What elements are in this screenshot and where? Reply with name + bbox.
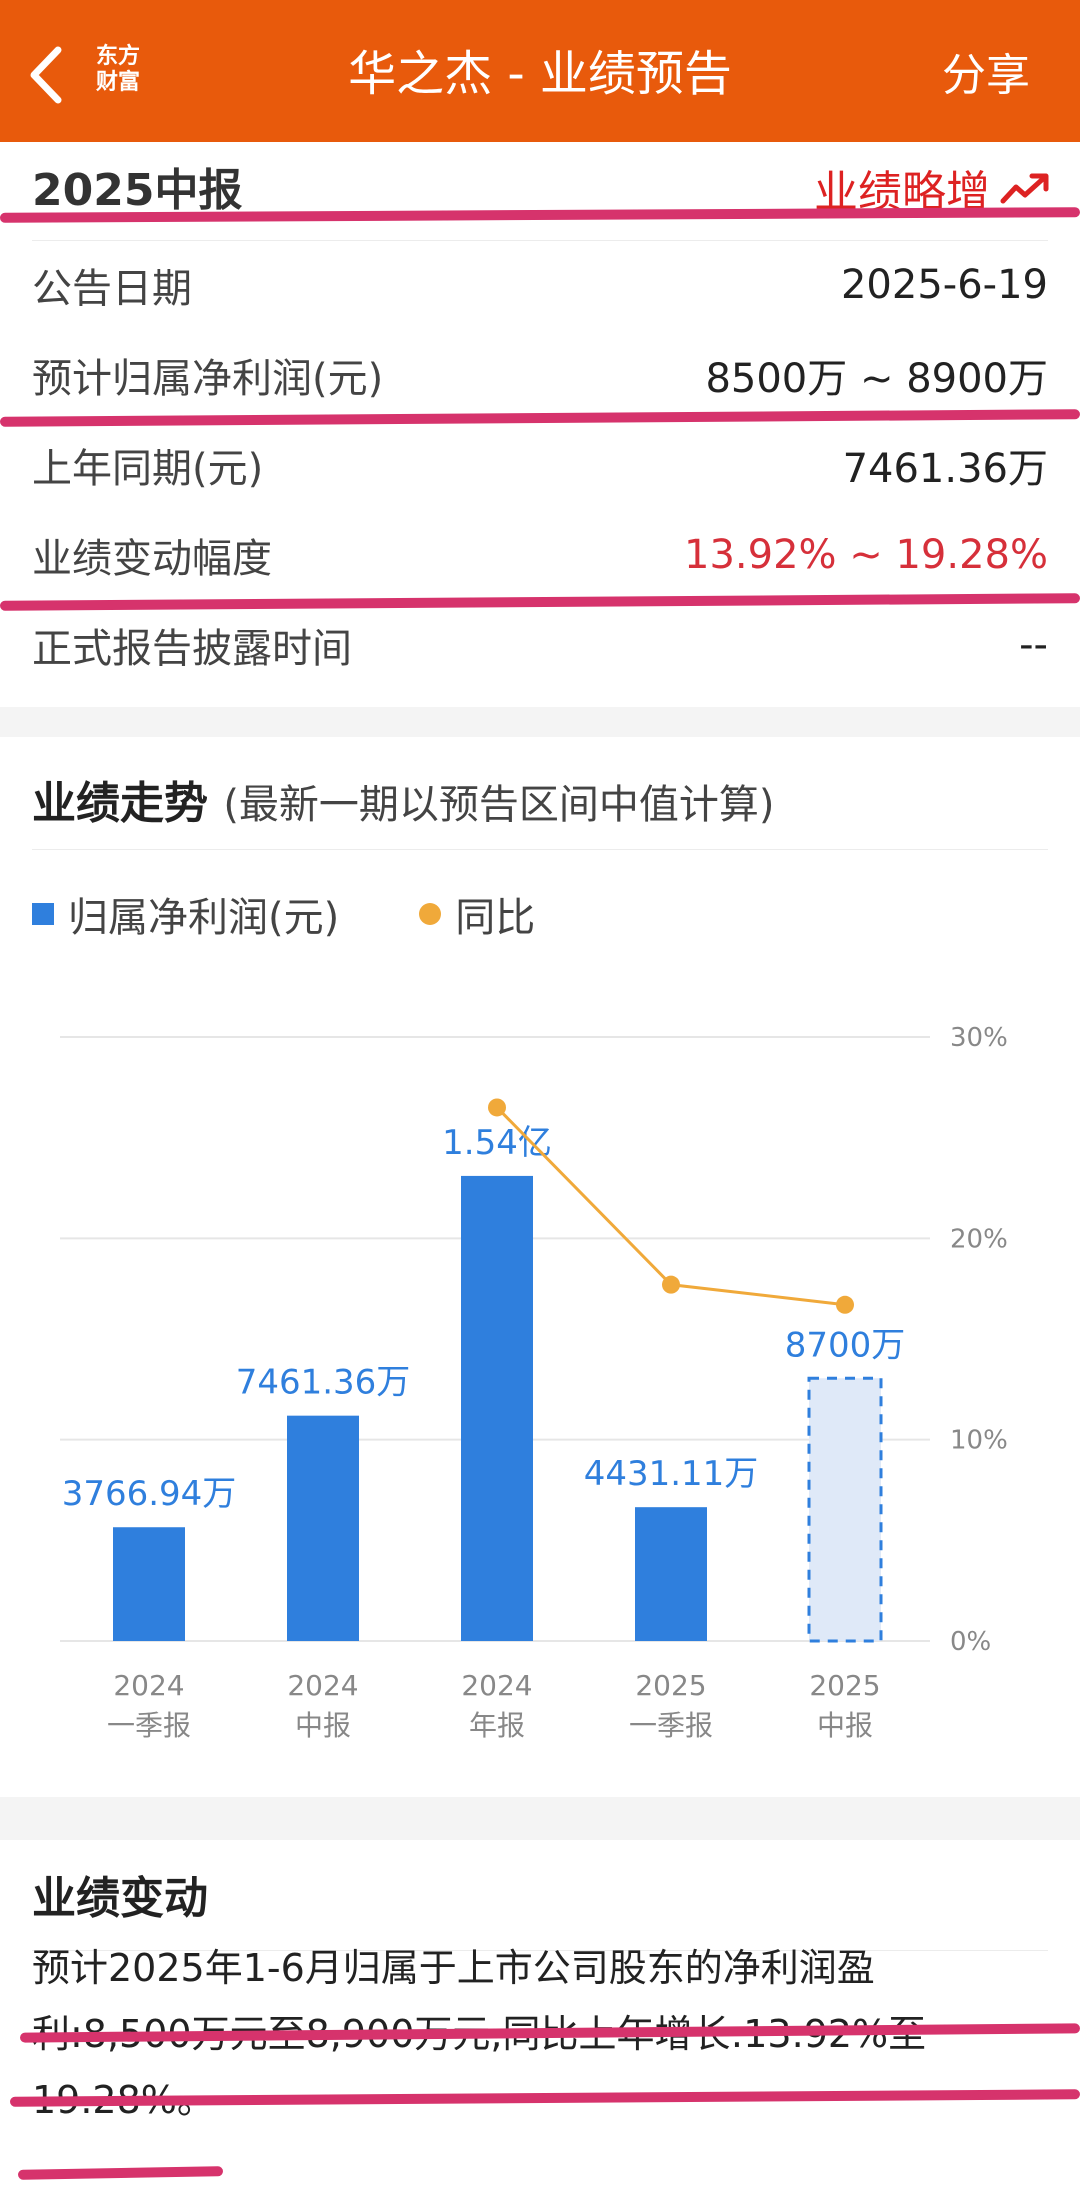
row-value: 2025-6-19 — [840, 262, 1048, 308]
right-axis-tick: 30% — [950, 1023, 1008, 1053]
bar — [461, 1175, 533, 1641]
yoy-point — [488, 1098, 506, 1117]
chart-legend: 归属净利润(元) 同比 — [32, 885, 535, 943]
row-announce-date: 公告日期 2025-6-19 — [32, 250, 1048, 320]
app-logo: 东方 财富 — [90, 44, 146, 102]
trend-chart: 30% 20% 10% 0% 3766.94万 2024 一季报 7461.36万 2024 中报… — [60, 1023, 1008, 1742]
bar — [635, 1507, 707, 1641]
page-title: 华之杰 - 业绩预告 — [348, 46, 732, 102]
bar — [113, 1527, 185, 1641]
bar-value-label: 4431.11万 — [584, 1454, 759, 1494]
legend-line-swatch — [419, 903, 442, 925]
row-value: -- — [1019, 622, 1048, 668]
row-report-date: 正式报告披露时间 -- — [32, 610, 1048, 680]
chevron-left-icon — [30, 46, 62, 104]
x-axis-tick: 2024 — [287, 1669, 358, 1702]
right-axis-tick: 20% — [950, 1224, 1008, 1254]
legend-bar-swatch — [32, 903, 54, 925]
x-axis-tick: 年报 — [469, 1709, 525, 1742]
bar — [287, 1415, 359, 1641]
right-axis-tick: 0% — [950, 1627, 991, 1657]
divider — [32, 240, 1048, 241]
share-button[interactable]: 分享 — [942, 50, 1030, 101]
legend-bar-label: 归属净利润(元) — [68, 895, 340, 941]
row-net-profit: 预计归属净利润(元) 8500万 ~ 8900万 — [32, 340, 1048, 410]
divider — [32, 849, 1048, 850]
back-button[interactable] — [20, 40, 80, 110]
row-label: 预计归属净利润(元) — [32, 356, 384, 402]
x-axis-tick: 2025 — [635, 1669, 706, 1702]
x-axis-tick: 2024 — [461, 1669, 532, 1702]
yoy-point — [662, 1275, 680, 1294]
bar-value-label: 1.54亿 — [442, 1123, 552, 1163]
right-axis-tick: 10% — [950, 1426, 1008, 1456]
row-value: 8500万 ~ 8900万 — [705, 356, 1048, 402]
x-axis-tick: 一季报 — [107, 1709, 191, 1742]
x-axis-tick: 2025 — [809, 1669, 880, 1702]
top-bar: 东方 财富 华之杰 - 业绩预告 分享 — [0, 0, 1080, 142]
divider — [32, 1950, 1048, 1951]
row-value: 7461.36万 — [842, 446, 1048, 492]
bar-value-label: 3766.94万 — [62, 1474, 237, 1514]
trend-title: 业绩走势 (最新一期以预告区间中值计算) — [32, 767, 775, 831]
legend-line-label: 同比 — [455, 895, 536, 941]
row-label: 上年同期(元) — [32, 446, 264, 492]
trending-up-icon — [1000, 173, 1049, 204]
row-label: 公告日期 — [32, 266, 192, 312]
change-title: 业绩变动 — [32, 1873, 208, 1924]
section-title: 业绩走势 — [32, 778, 208, 829]
x-axis-tick: 中报 — [295, 1709, 351, 1742]
bar-value-label: 8700万 — [785, 1325, 906, 1365]
x-axis-tick: 一季报 — [629, 1709, 713, 1742]
x-axis-tick: 中报 — [817, 1709, 873, 1742]
trend-card: 业绩走势 (最新一期以预告区间中值计算) 归属净利润(元) 同比 30% 20% 1… — [0, 737, 1080, 1797]
yoy-point — [836, 1295, 854, 1314]
section-subtitle: (最新一期以预告区间中值计算) — [223, 782, 775, 828]
change-card: 业绩变动 预计2025年1-6月归属于上市公司股东的净利润盈利:8,500万元至… — [0, 1840, 1080, 2201]
forecast-card: 2025中报 业绩略增 公告日期 2025-6-19 预计归属净利润(元) 85… — [0, 142, 1080, 707]
row-change-range: 业绩变动幅度 13.92% ~ 19.28% — [32, 520, 1048, 590]
report-period: 2025中报 — [32, 165, 243, 216]
bar-value-label: 7461.36万 — [236, 1363, 411, 1403]
forecast-bar — [807, 1376, 883, 1643]
x-axis-tick: 2024 — [113, 1669, 184, 1702]
row-label: 业绩变动幅度 — [32, 536, 272, 582]
row-value: 13.92% ~ 19.28% — [684, 532, 1048, 578]
row-last-year: 上年同期(元) 7461.36万 — [32, 430, 1048, 500]
row-label: 正式报告披露时间 — [32, 626, 352, 672]
